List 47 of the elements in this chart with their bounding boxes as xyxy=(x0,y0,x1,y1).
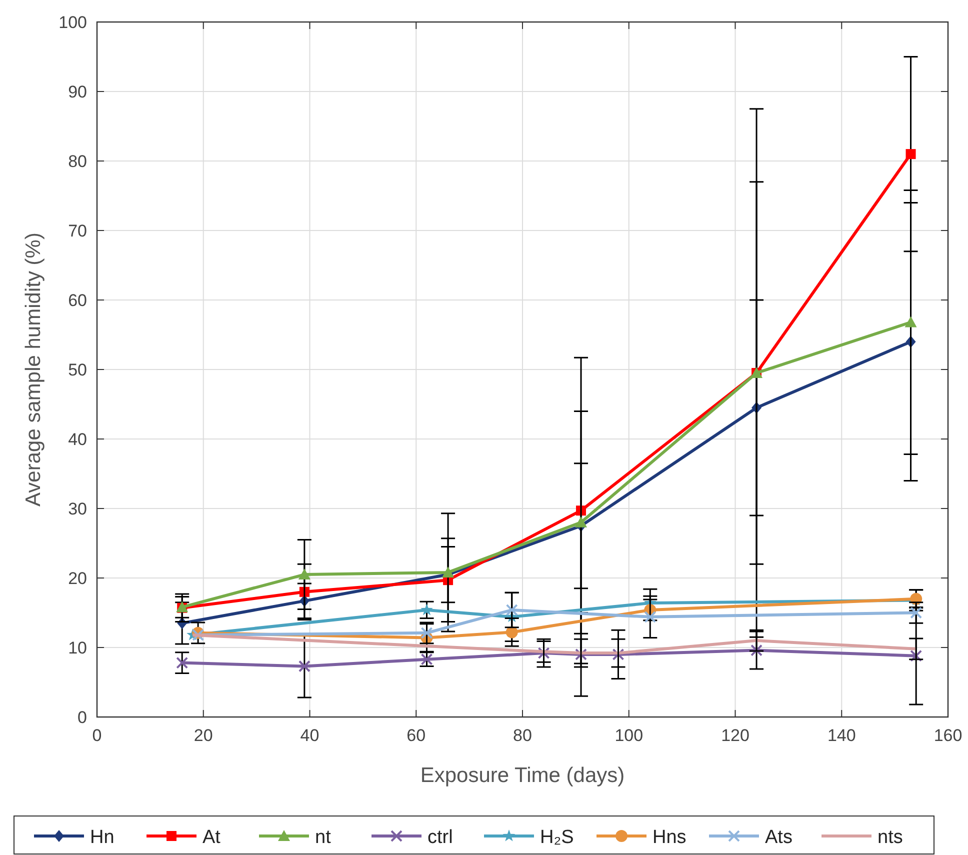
x-tick-label: 20 xyxy=(194,726,213,745)
x-tick-label: 120 xyxy=(721,726,750,745)
x-tick-label: 100 xyxy=(614,726,644,745)
y-tick-label: 10 xyxy=(68,638,87,658)
legend-label: At xyxy=(202,827,222,848)
point xyxy=(575,648,588,660)
legend-label: Hn xyxy=(90,827,114,848)
x-tick-label: 0 xyxy=(92,726,102,745)
x-axis-title: Exposure Time (days) xyxy=(420,764,625,787)
y-tick-label: 40 xyxy=(68,430,87,449)
legend-label: Hns xyxy=(652,827,686,848)
y-tick-label: 20 xyxy=(68,569,87,588)
y-tick-label: 90 xyxy=(68,82,87,102)
y-tick-label: 0 xyxy=(78,708,87,727)
point xyxy=(644,610,656,623)
y-tick-label: 50 xyxy=(68,360,87,380)
x-tick-label: 80 xyxy=(513,726,532,745)
y-axis-title: Average sample humidity (%) xyxy=(22,232,45,506)
x-tick-label: 40 xyxy=(300,726,320,745)
point xyxy=(420,626,433,639)
point xyxy=(612,648,624,660)
point xyxy=(538,647,550,660)
legend-label: ctrl xyxy=(428,827,453,848)
point xyxy=(506,604,518,616)
point xyxy=(750,644,763,656)
legend-label: H₂S xyxy=(540,827,574,848)
point xyxy=(176,656,188,669)
y-tick-label: 60 xyxy=(68,291,87,310)
point xyxy=(575,516,588,528)
x-tick-label: 60 xyxy=(406,726,426,745)
point xyxy=(910,606,922,619)
legend-label: Ats xyxy=(765,827,792,848)
y-tick-label: 30 xyxy=(68,500,87,518)
legend-label: nts xyxy=(878,827,903,848)
point xyxy=(298,660,310,672)
x-tick-label: 140 xyxy=(827,726,856,745)
point xyxy=(906,149,916,160)
point xyxy=(298,568,310,580)
point xyxy=(442,566,454,578)
point xyxy=(420,603,433,616)
point xyxy=(910,650,922,662)
y-tick-label: 100 xyxy=(58,13,87,32)
legend-label: nt xyxy=(315,827,332,848)
y-tick-label: 80 xyxy=(68,152,87,171)
y-tick-label: 70 xyxy=(68,222,87,240)
x-tick-label: 160 xyxy=(934,726,962,745)
point xyxy=(904,316,917,328)
